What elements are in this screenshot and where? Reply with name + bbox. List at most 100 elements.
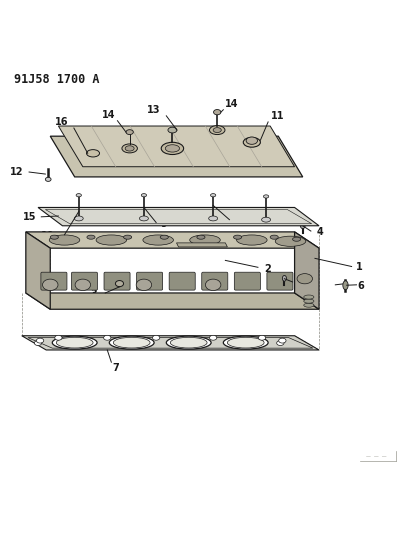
Polygon shape bbox=[50, 136, 302, 177]
Ellipse shape bbox=[43, 279, 58, 290]
Ellipse shape bbox=[109, 336, 154, 349]
Ellipse shape bbox=[276, 341, 283, 345]
FancyBboxPatch shape bbox=[266, 272, 292, 290]
Ellipse shape bbox=[75, 279, 90, 290]
FancyBboxPatch shape bbox=[41, 272, 67, 290]
Ellipse shape bbox=[125, 146, 134, 151]
Polygon shape bbox=[26, 232, 50, 309]
Ellipse shape bbox=[342, 281, 347, 290]
Ellipse shape bbox=[168, 127, 176, 133]
Ellipse shape bbox=[208, 216, 217, 221]
Ellipse shape bbox=[213, 109, 220, 115]
Text: 91J58 1700 A: 91J58 1700 A bbox=[13, 73, 99, 86]
Ellipse shape bbox=[236, 235, 266, 245]
Polygon shape bbox=[26, 232, 318, 248]
Ellipse shape bbox=[227, 337, 263, 348]
Ellipse shape bbox=[205, 279, 220, 290]
Ellipse shape bbox=[245, 137, 257, 144]
FancyBboxPatch shape bbox=[169, 272, 195, 290]
Ellipse shape bbox=[209, 335, 216, 340]
Ellipse shape bbox=[96, 235, 126, 245]
Text: 14: 14 bbox=[102, 110, 115, 120]
Ellipse shape bbox=[303, 295, 313, 299]
Ellipse shape bbox=[113, 337, 150, 348]
FancyBboxPatch shape bbox=[234, 272, 260, 290]
Ellipse shape bbox=[52, 336, 97, 349]
Text: 7: 7 bbox=[112, 364, 119, 374]
Ellipse shape bbox=[115, 280, 123, 287]
Ellipse shape bbox=[170, 337, 207, 348]
FancyBboxPatch shape bbox=[71, 272, 97, 290]
Ellipse shape bbox=[36, 338, 44, 343]
Text: 8: 8 bbox=[233, 216, 240, 226]
Text: 10: 10 bbox=[41, 231, 54, 241]
Ellipse shape bbox=[45, 177, 51, 181]
Text: 16: 16 bbox=[55, 117, 68, 127]
Text: 3: 3 bbox=[90, 289, 97, 299]
Text: 9: 9 bbox=[160, 219, 166, 229]
Ellipse shape bbox=[243, 138, 260, 147]
Ellipse shape bbox=[233, 235, 241, 239]
Ellipse shape bbox=[166, 336, 211, 349]
Ellipse shape bbox=[123, 235, 131, 239]
Text: 1: 1 bbox=[355, 262, 362, 272]
Ellipse shape bbox=[223, 336, 267, 349]
Text: —  —  —: — — — bbox=[365, 454, 386, 459]
Ellipse shape bbox=[143, 235, 173, 245]
Ellipse shape bbox=[50, 235, 58, 239]
Ellipse shape bbox=[196, 235, 204, 239]
Ellipse shape bbox=[55, 335, 62, 340]
Ellipse shape bbox=[126, 130, 133, 134]
Polygon shape bbox=[294, 232, 318, 309]
Ellipse shape bbox=[121, 144, 137, 153]
Ellipse shape bbox=[74, 216, 83, 221]
Ellipse shape bbox=[292, 237, 300, 241]
FancyBboxPatch shape bbox=[136, 272, 162, 290]
Ellipse shape bbox=[274, 236, 305, 246]
Ellipse shape bbox=[278, 338, 285, 343]
Ellipse shape bbox=[296, 273, 312, 284]
Polygon shape bbox=[38, 207, 318, 226]
Ellipse shape bbox=[258, 335, 265, 340]
Ellipse shape bbox=[161, 142, 183, 155]
Polygon shape bbox=[22, 336, 318, 350]
Ellipse shape bbox=[263, 195, 268, 198]
Ellipse shape bbox=[152, 335, 160, 340]
Ellipse shape bbox=[136, 279, 151, 290]
Text: 4: 4 bbox=[316, 227, 323, 237]
Ellipse shape bbox=[303, 303, 313, 307]
Ellipse shape bbox=[49, 235, 80, 245]
Polygon shape bbox=[26, 293, 318, 309]
Ellipse shape bbox=[282, 276, 286, 281]
FancyBboxPatch shape bbox=[201, 272, 227, 290]
Ellipse shape bbox=[261, 217, 270, 222]
FancyBboxPatch shape bbox=[104, 272, 130, 290]
Ellipse shape bbox=[86, 150, 99, 157]
Text: 13: 13 bbox=[146, 104, 160, 115]
Ellipse shape bbox=[87, 235, 95, 239]
Text: 2: 2 bbox=[263, 263, 270, 273]
Ellipse shape bbox=[76, 193, 81, 197]
Ellipse shape bbox=[299, 222, 304, 229]
Polygon shape bbox=[58, 126, 294, 167]
Ellipse shape bbox=[209, 126, 225, 134]
Ellipse shape bbox=[210, 193, 215, 197]
Polygon shape bbox=[176, 243, 227, 247]
Ellipse shape bbox=[189, 235, 220, 245]
Ellipse shape bbox=[165, 145, 179, 152]
Text: 14: 14 bbox=[225, 99, 238, 109]
Ellipse shape bbox=[213, 127, 221, 133]
Text: 15: 15 bbox=[22, 212, 36, 222]
Text: 5: 5 bbox=[298, 278, 305, 288]
Text: 11: 11 bbox=[271, 111, 284, 121]
Text: 6: 6 bbox=[357, 281, 364, 290]
Ellipse shape bbox=[270, 235, 278, 239]
Ellipse shape bbox=[34, 341, 42, 345]
Ellipse shape bbox=[160, 235, 168, 239]
Ellipse shape bbox=[303, 299, 313, 303]
Ellipse shape bbox=[103, 335, 111, 340]
Ellipse shape bbox=[56, 337, 93, 348]
Ellipse shape bbox=[139, 216, 148, 221]
Ellipse shape bbox=[141, 193, 146, 197]
Text: 12: 12 bbox=[10, 167, 24, 177]
